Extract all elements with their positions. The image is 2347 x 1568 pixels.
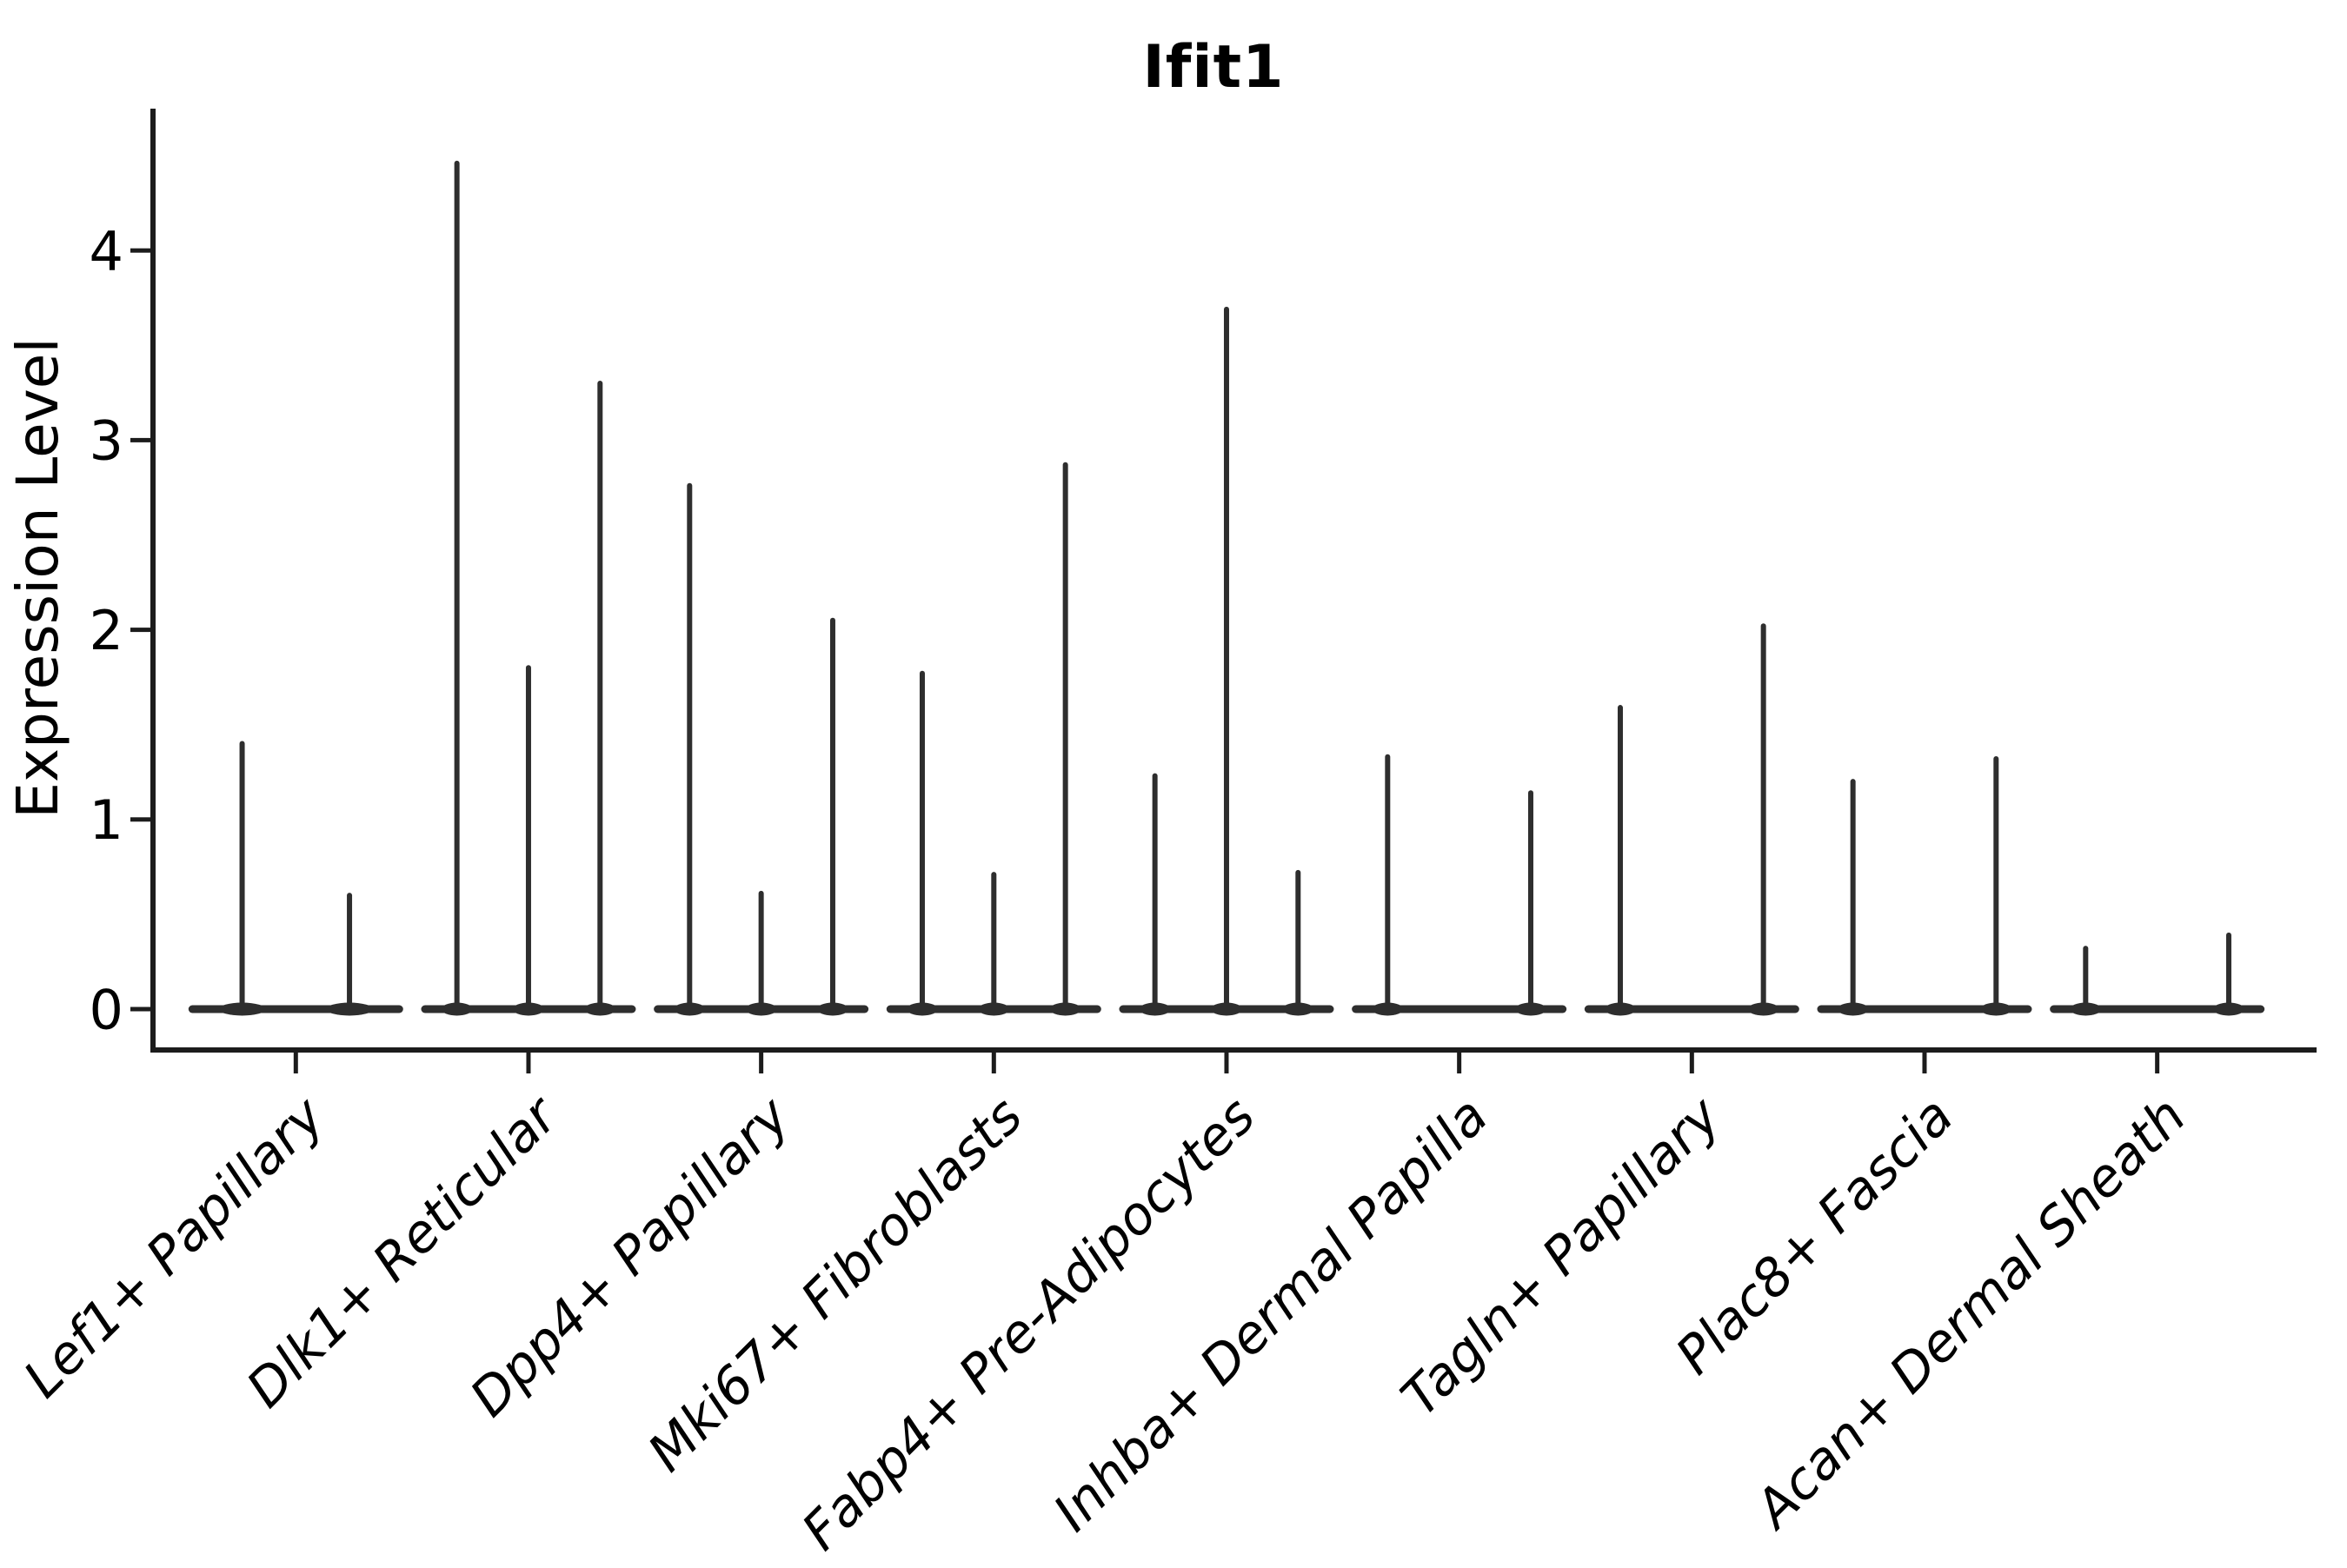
violin-baseline [1352,1005,1567,1013]
y-tick-label: 3 [90,409,123,473]
x-tick [991,1053,996,1073]
x-axis-spine [150,1047,2317,1053]
x-tick [759,1053,764,1073]
y-tick [130,437,150,442]
x-tick-label: Mki67+ Fibroblasts [636,1086,1034,1484]
y-tick-label: 4 [90,220,123,283]
x-tick [293,1053,298,1073]
y-tick-label: 2 [90,599,123,662]
plot-title: Ifit1 [1142,33,1285,102]
violin-baseline [2050,1005,2265,1013]
x-tick [1457,1053,1462,1073]
y-tick-label: 0 [90,978,123,1041]
x-tick [2155,1053,2160,1073]
x-tick-label: Inhba+ Dermal Papilla [1042,1086,1499,1543]
x-tick [1689,1053,1694,1073]
y-tick [130,628,150,633]
violin-baseline [1817,1005,2032,1013]
x-tick [1922,1053,1927,1073]
y-tick-label: 1 [90,788,123,852]
y-tick [130,817,150,822]
x-tick-label: Acan+ Dermal Sheath [1741,1086,2197,1542]
y-tick [130,1007,150,1012]
x-tick-label: Fabp4+ Pre-Adipocytes [790,1086,1267,1562]
x-tick [526,1053,531,1073]
y-tick [130,248,150,253]
violin-baseline [1584,1005,1799,1013]
y-axis-spine [150,109,156,1053]
y-axis-label: Expression Level [4,337,71,819]
x-tick [1224,1053,1229,1073]
